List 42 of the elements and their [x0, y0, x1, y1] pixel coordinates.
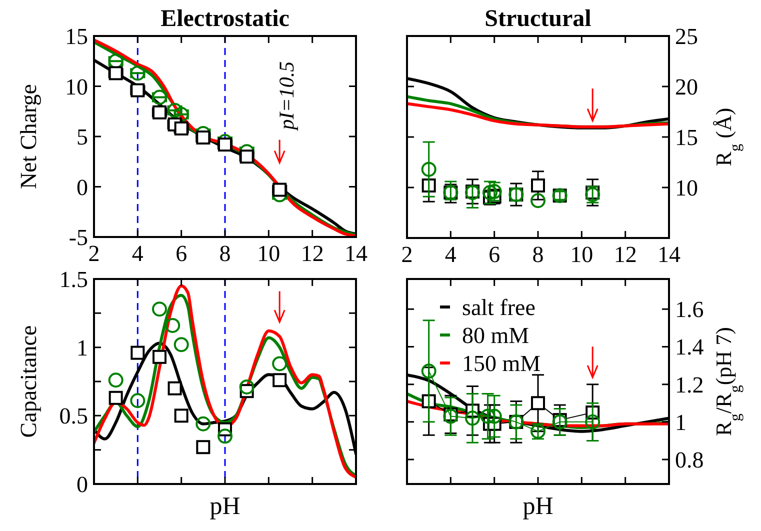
y-axis-title: Capacitance	[16, 325, 41, 438]
x-tick-label: 10	[570, 242, 594, 267]
y2-tick-label: 10	[675, 176, 698, 200]
x-tick-label: 12	[300, 241, 324, 266]
x-tick-label: 6	[488, 242, 500, 267]
x-tick-label: 4	[444, 242, 457, 267]
x-tick-label: 14	[344, 241, 368, 266]
chart-title: Electrostatic	[160, 6, 290, 32]
x-tick-label: 6	[176, 241, 188, 266]
y-tick-label: 1.5	[59, 267, 88, 292]
y-axis-title: Net Charge	[16, 84, 41, 189]
x-axis-title: pH	[210, 493, 240, 520]
x-tick-label: 12	[614, 242, 637, 267]
x-tick-label: 2	[88, 241, 100, 266]
y2-tick-label: 20	[675, 74, 698, 100]
legend-label: 80 mM	[462, 323, 530, 348]
y2-tick-label: 1	[675, 410, 686, 435]
x-tick-label: 4	[132, 241, 144, 266]
y-tick-label: 0	[76, 472, 88, 497]
legend-label: salt free	[462, 295, 536, 320]
y-tick-label: 5	[76, 124, 88, 150]
y2-tick-label: 25	[675, 24, 698, 49]
y-tick-label: -5	[68, 225, 88, 250]
y2-tick-label: 1.2	[675, 372, 704, 398]
x-tick-label: 8	[219, 241, 231, 266]
y2-tick-label: 0.8	[675, 448, 704, 473]
chart-title: Structural	[484, 6, 592, 32]
y2-tick-label: 1.4	[675, 334, 704, 360]
x-tick-label: 14	[658, 242, 681, 267]
y-tick-label: 0	[76, 174, 88, 200]
x-axis-title: pH	[522, 493, 554, 520]
x-tick-label: 2	[401, 242, 413, 267]
y-tick-label: 15	[65, 24, 88, 49]
y-tick-label: 0.5	[59, 404, 88, 429]
y-tick-label: 1	[76, 335, 88, 360]
legend-label: 150 mM	[462, 351, 541, 376]
x-tick-label: 8	[532, 242, 544, 267]
x-tick-label: 10	[257, 241, 280, 266]
annotation: pI=10.5	[274, 61, 299, 132]
y2-tick-label: 1.6	[675, 297, 704, 322]
y2-tick-label: 15	[675, 125, 698, 150]
y-tick-label: 10	[65, 74, 88, 100]
